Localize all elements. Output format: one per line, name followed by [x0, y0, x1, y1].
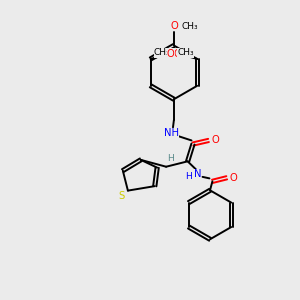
- Text: O: O: [170, 21, 178, 31]
- Text: H: H: [167, 154, 174, 163]
- Text: H: H: [185, 172, 192, 181]
- Text: O: O: [173, 49, 181, 58]
- Text: NH: NH: [164, 128, 179, 138]
- Text: CH₃: CH₃: [154, 49, 170, 58]
- Text: S: S: [119, 191, 125, 201]
- Text: N: N: [194, 169, 201, 179]
- Text: O: O: [211, 135, 219, 146]
- Text: CH₃: CH₃: [181, 22, 198, 31]
- Text: O: O: [167, 49, 175, 58]
- Text: CH₃: CH₃: [177, 49, 194, 58]
- Text: O: O: [230, 173, 237, 183]
